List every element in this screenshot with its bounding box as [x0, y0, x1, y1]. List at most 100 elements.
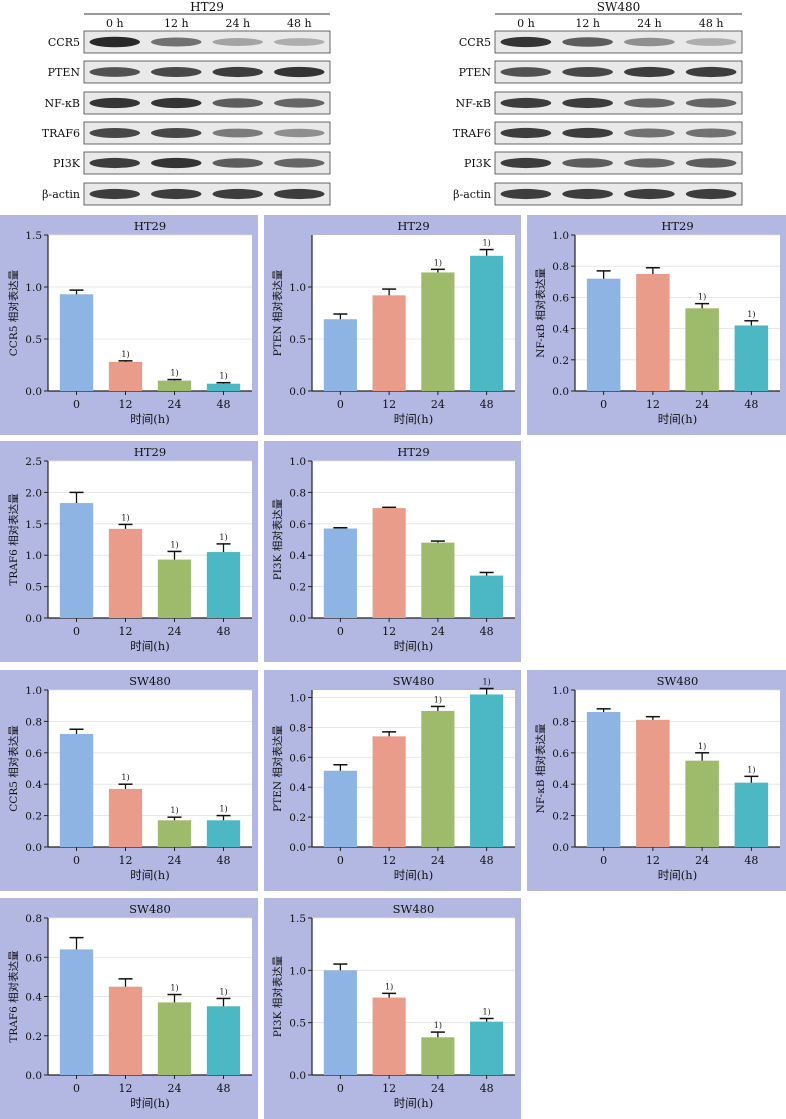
x-tick-label: 12	[382, 398, 396, 411]
chart-svg: HT29 0.0 0.2 0.4 0.6 0.8 1.0 0 12 1) 24 1) 48 时间(h) NF…	[534, 219, 780, 426]
x-tick-label: 0	[73, 398, 80, 411]
y-axis-title: PTEN 相对表达量	[271, 725, 284, 812]
chart-title: SW480	[129, 902, 171, 916]
x-tick-label: 0	[337, 854, 344, 867]
y-tick-label: 0.0	[552, 386, 569, 398]
significance-label: 1)	[170, 369, 178, 378]
bar	[372, 508, 406, 618]
blot-band	[685, 128, 737, 138]
y-tick-label: 0.0	[289, 1070, 306, 1082]
blot-band	[89, 36, 140, 48]
blot-title: HT29	[190, 0, 224, 14]
blot-row-label: PTEN	[48, 66, 81, 79]
y-tick-label: 0.8	[552, 716, 569, 728]
bar	[59, 949, 94, 1075]
x-tick-label: 24	[695, 854, 709, 867]
blot-time-label: 12 h	[164, 17, 189, 30]
blot-band	[89, 97, 140, 109]
bar	[421, 710, 455, 847]
blot-time-label: 24 h	[637, 17, 662, 30]
chart-title: HT29	[397, 445, 429, 459]
blot-row-label: TRAF6	[42, 127, 80, 140]
y-tick-label: 0.8	[289, 722, 306, 734]
y-tick-label: 1.5	[289, 913, 306, 925]
y-tick-label: 0.8	[25, 716, 42, 728]
chart-title: HT29	[661, 219, 693, 233]
chart-svg: SW480 0.0 0.2 0.4 0.6 0.8 1.0 0 12 1) 24 1) 48 时间(h) P…	[271, 674, 515, 882]
y-tick-label: 0.5	[25, 582, 42, 594]
significance-label: 1)	[483, 678, 491, 687]
blot-band	[624, 158, 675, 168]
blot-band	[151, 97, 202, 109]
bar	[421, 272, 455, 391]
blot-strip	[83, 121, 331, 145]
y-tick-label: 0.2	[289, 582, 306, 594]
chart-title: SW480	[129, 674, 171, 688]
blot-strip	[494, 121, 743, 145]
y-tick-label: 0.0	[25, 1070, 42, 1082]
x-tick-label: 0	[73, 1082, 80, 1095]
y-axis-title: PI3K 相对表达量	[271, 955, 284, 1037]
bar	[59, 294, 94, 391]
blot-band	[562, 67, 613, 77]
chart-panel: HT29 0.0 0.2 0.4 0.6 0.8 1.0 0 12 1) 24 1) 48 时间(h) NF…	[527, 215, 786, 435]
y-tick-label: 0.8	[25, 913, 42, 925]
y-tick-label: 0.8	[289, 487, 306, 499]
significance-label: 1)	[434, 1021, 442, 1030]
blot-band	[89, 157, 140, 169]
blot-row-label: CCR5	[459, 36, 491, 49]
bar	[206, 1006, 241, 1075]
y-tick-label: 0.4	[552, 324, 569, 336]
y-tick-label: 0.5	[289, 1018, 306, 1030]
x-tick-label: 0	[73, 854, 80, 867]
bar	[108, 788, 143, 847]
y-axis-title: NF-κB 相对表达量	[534, 723, 547, 813]
x-tick-label: 24	[431, 1082, 445, 1095]
y-tick-label: 0.0	[25, 613, 42, 625]
significance-label: 1)	[170, 540, 178, 549]
bar	[108, 528, 143, 618]
y-tick-label: 0.5	[289, 334, 306, 346]
chart-panel: SW480 0.0 0.2 0.4 0.6 0.8 1.0 0 1) 12 1) 24 1) 48 时间(h…	[0, 670, 258, 891]
blot-row-label: β-actin	[453, 188, 491, 201]
blot-row-label: PI3K	[53, 157, 81, 170]
blot-band	[274, 158, 325, 168]
chart-svg: SW480 0.0 0.5 1.0 1.5 0 1) 12 1) 24 1) 48 时间(h) PI3K …	[271, 902, 515, 1110]
blot-band	[624, 98, 675, 108]
y-tick-label: 0.0	[289, 842, 306, 854]
bar	[323, 970, 357, 1075]
x-tick-label: 24	[168, 625, 182, 638]
y-tick-label: 0.2	[289, 812, 306, 824]
chart-svg: HT29 0.0 0.5 1.0 1.5 2.0 2.5 0 1) 12 1) 24 1) 48 时间(h)…	[7, 445, 252, 653]
y-tick-label: 0.6	[25, 952, 42, 964]
y-axis-title: PTEN 相对表达量	[271, 269, 284, 356]
chart-panel: SW480 0.0 0.2 0.4 0.6 0.8 1.0 0 12 1) 24 1) 48 时间(h) N…	[527, 670, 786, 891]
significance-label: 1)	[747, 765, 755, 774]
bar	[636, 719, 670, 847]
chart-panel: HT29 0.0 0.5 1.0 1.5 0 1) 12 1) 24 1) 48 时间(h) CCR5 相…	[0, 215, 258, 435]
chart-panel: HT29 0.0 0.5 1.0 0 12 1) 24 1) 48 时间(h) PTEN 相对表达量	[264, 215, 521, 435]
bar	[470, 1021, 504, 1075]
x-tick-label: 24	[431, 398, 445, 411]
y-tick-label: 0.0	[25, 842, 42, 854]
chart-panel: SW480 0.0 0.2 0.4 0.6 0.8 0 12 1) 24 1) 48 时间(h) TRAF…	[0, 898, 258, 1119]
blot-band	[274, 66, 325, 78]
y-tick-label: 1.5	[25, 519, 42, 531]
x-axis-title: 时间(h)	[130, 868, 169, 882]
blot-band	[274, 188, 325, 200]
bar	[206, 820, 241, 847]
bar	[157, 380, 192, 391]
significance-label: 1)	[170, 806, 178, 815]
blot-band	[685, 66, 737, 78]
significance-label: 1)	[747, 310, 755, 319]
bar	[206, 383, 241, 391]
x-tick-label: 0	[337, 625, 344, 638]
x-tick-label: 48	[480, 1082, 494, 1095]
y-tick-label: 0.2	[552, 811, 569, 823]
bar	[470, 575, 504, 618]
chart-svg: SW480 0.0 0.2 0.4 0.6 0.8 0 12 1) 24 1) 48 时间(h) TRAF…	[7, 902, 252, 1110]
x-tick-label: 0	[600, 854, 607, 867]
significance-label: 1)	[434, 258, 442, 267]
bar	[685, 760, 719, 847]
bar	[372, 736, 406, 847]
